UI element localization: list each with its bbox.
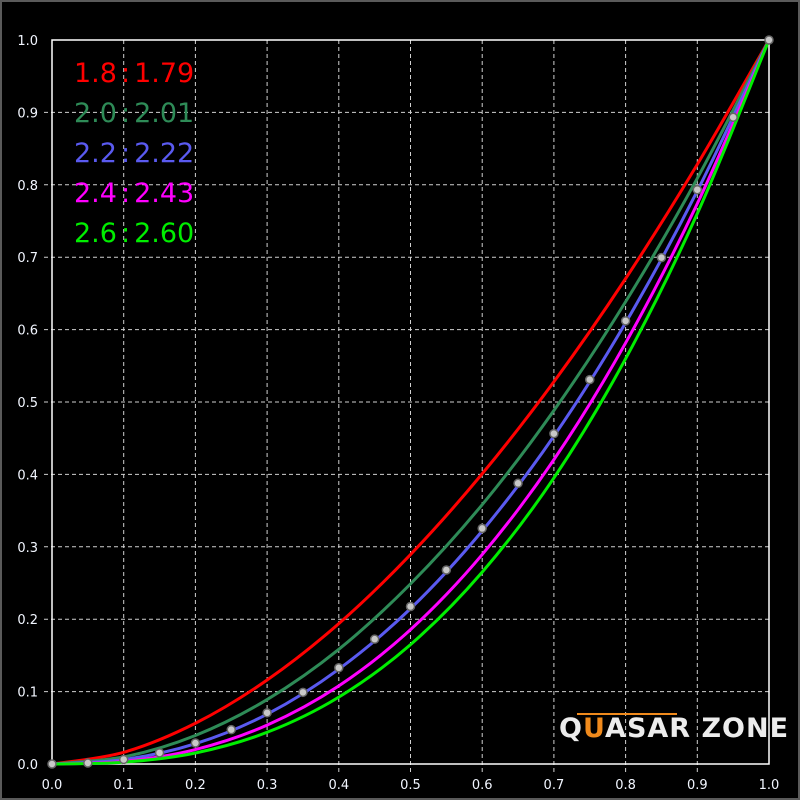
y-tick-label: 0.2 [17,613,38,628]
reference-points [47,35,774,769]
plot-frame [51,39,770,765]
reference-point [83,758,93,768]
reference-point [692,184,703,195]
y-axis: 0.0 0.1 0.2 0.3 0.4 0.5 0.6 0.7 0.8 0.9 1.0 [17,34,38,773]
reference-point [477,523,487,534]
reference-point [656,252,667,263]
reference-point [154,748,165,758]
y-tick-label: 0.5 [17,396,38,411]
legend-target: 1.8 [74,58,117,89]
legend-measured: 1.79 [134,58,194,89]
x-tick-label: 0.3 [257,778,278,793]
series-line-2.4 [51,39,771,766]
legend-measured: 2.43 [134,178,194,209]
legend-target: 2.2 [74,138,117,169]
reference-point [549,428,559,439]
legend-target: 2.6 [74,218,117,249]
x-tick-label: 0.6 [472,778,493,793]
legend-entry-2.2: 2.2:2.22 [74,138,194,169]
x-tick-label: 0.1 [113,778,134,793]
reference-point [513,478,523,489]
y-tick-label: 0.3 [17,541,38,556]
x-axis: 0.0 0.1 0.2 0.3 0.4 0.5 0.6 0.7 0.8 0.9 1.0 [42,778,780,793]
series-line-2.0 [51,39,771,766]
legend-target: 2.0 [74,98,117,129]
reference-point [226,724,236,735]
legend-target: 2.4 [74,178,117,209]
y-tick-label: 0.6 [17,324,38,339]
y-tick-label: 0.9 [17,106,38,121]
legend-entry-2.4: 2.4:2.43 [74,178,194,209]
series-line-1.8 [51,39,771,766]
legend-separator: : [121,218,130,249]
legend-separator: : [121,58,130,89]
reference-point [369,634,380,644]
reference-point [47,759,57,769]
y-tick-label: 0.1 [17,686,38,701]
legend-measured: 2.22 [134,138,194,169]
reference-point [405,601,416,612]
legend-separator: : [121,178,130,209]
y-tick-label: 0.8 [17,179,38,194]
reference-point [620,316,631,326]
reference-point [441,565,452,575]
reference-point [585,374,595,385]
legend-separator: : [121,138,130,169]
reference-point [764,35,774,45]
series-line-2.6 [51,39,771,766]
legend-measured: 2.60 [134,218,194,249]
y-tick-label: 0.0 [17,758,38,773]
x-tick-label: 1.0 [759,778,780,793]
legend-entry-1.8: 1.8:1.79 [74,58,194,89]
reference-point [334,663,344,673]
reference-point [728,112,738,123]
x-tick-label: 0.8 [615,778,636,793]
x-tick-label: 0.2 [185,778,206,793]
reference-point [118,754,129,765]
reference-point [298,687,308,698]
legend-entry-2.0: 2.0:2.01 [74,98,194,129]
legend: 1.8:1.792.0:2.012.2:2.222.4:2.432.6:2.60 [74,58,194,249]
x-tick-label: 0.0 [42,778,63,793]
x-tick-label: 0.9 [687,778,708,793]
reference-point [262,708,272,718]
reference-point [190,738,201,748]
x-tick-label: 0.7 [544,778,565,793]
legend-measured: 2.01 [134,98,194,129]
x-tick-label: 0.4 [328,778,349,793]
x-tick-label: 0.5 [400,778,421,793]
legend-entry-2.6: 2.6:2.60 [74,218,194,249]
legend-separator: : [121,98,130,129]
y-tick-label: 0.7 [17,251,38,266]
logo: QUASAR ZONE [559,713,789,744]
y-tick-label: 1.0 [17,34,38,49]
y-tick-label: 0.4 [17,468,38,483]
